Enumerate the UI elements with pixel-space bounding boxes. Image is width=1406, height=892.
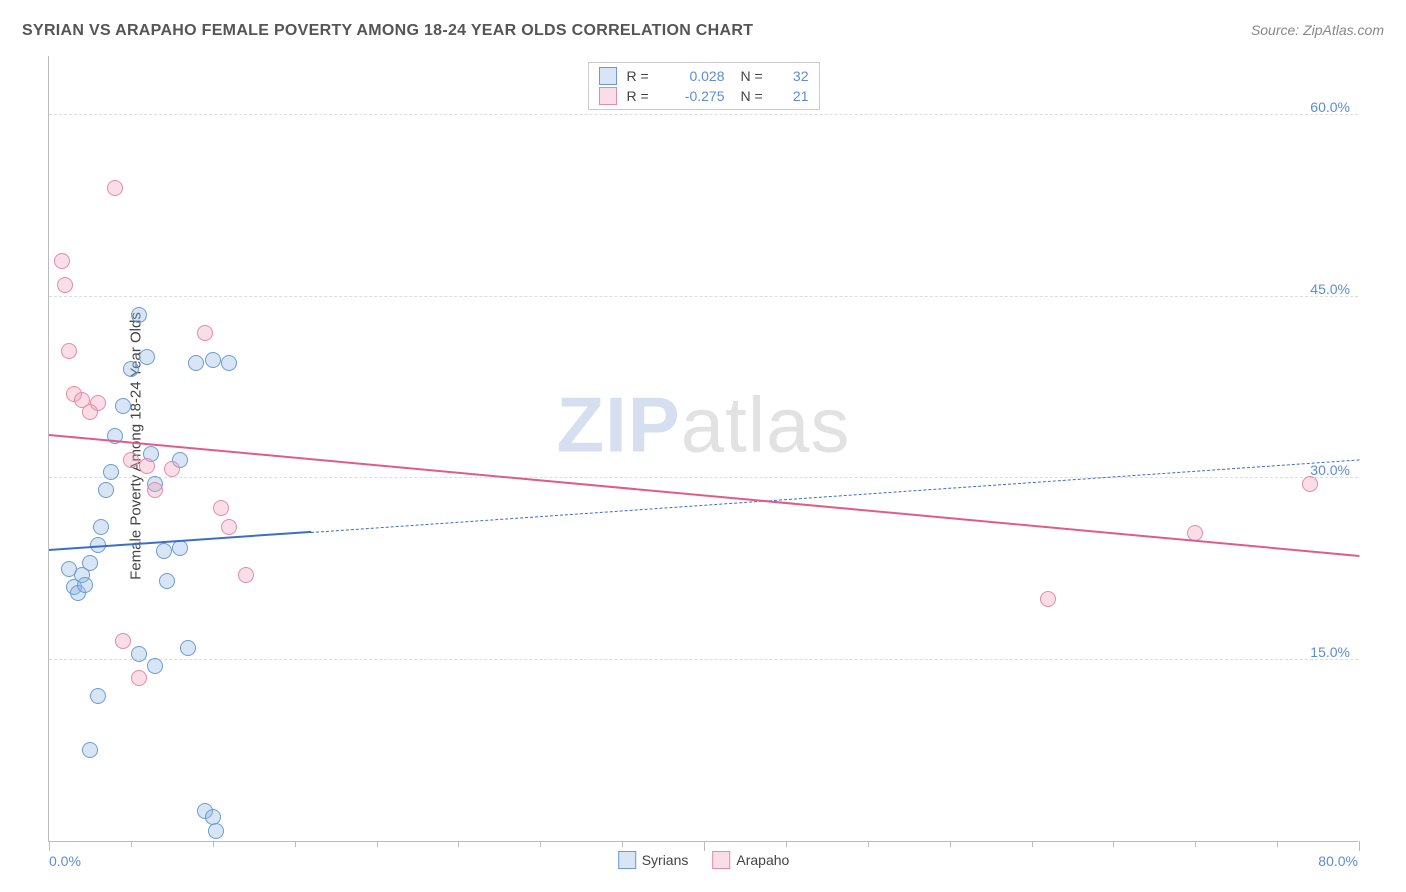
trend-line [311,459,1359,533]
gridline [49,659,1358,660]
y-tick-label: 30.0% [1310,462,1350,478]
legend-row-syrians: R = 0.028 N = 32 [599,67,809,85]
scatter-point [93,519,109,535]
scatter-point [139,349,155,365]
scatter-point [205,352,221,368]
scatter-point [1187,525,1203,541]
scatter-point [82,555,98,571]
x-tick [213,841,214,847]
scatter-point [208,823,224,839]
x-axis-label: 0.0% [49,853,81,869]
watermark: ZIPatlas [556,379,850,470]
correlation-legend: R = 0.028 N = 32 R = -0.275 N = 21 [588,62,820,110]
scatter-point [123,361,139,377]
scatter-point [90,395,106,411]
swatch-syrians [599,67,617,85]
x-tick [377,841,378,847]
scatter-point [213,500,229,516]
scatter-point [115,398,131,414]
scatter-point [159,573,175,589]
scatter-point [123,452,139,468]
y-tick-label: 45.0% [1310,281,1350,297]
scatter-point [221,519,237,535]
gridline [49,477,1358,478]
scatter-point [147,482,163,498]
x-tick [1032,841,1033,847]
x-tick [295,841,296,847]
x-tick-major [1359,841,1360,851]
scatter-point [103,464,119,480]
scatter-point [57,277,73,293]
x-tick [131,841,132,847]
scatter-point [238,567,254,583]
scatter-point [164,461,180,477]
series-legend: Syrians Arapaho [618,851,790,869]
scatter-point [131,670,147,686]
swatch-arapaho [599,87,617,105]
x-tick [622,841,623,847]
x-tick [1113,841,1114,847]
x-tick [786,841,787,847]
x-tick [1195,841,1196,847]
x-tick-major [704,841,705,851]
scatter-point [172,540,188,556]
y-tick-label: 60.0% [1310,99,1350,115]
chart-plot-area: ZIPatlas R = 0.028 N = 32 R = -0.275 N =… [48,56,1358,842]
scatter-point [156,543,172,559]
y-tick-label: 15.0% [1310,644,1350,660]
scatter-point [180,640,196,656]
scatter-point [107,180,123,196]
chart-title: SYRIAN VS ARAPAHO FEMALE POVERTY AMONG 1… [22,22,753,40]
scatter-point [197,325,213,341]
scatter-point [77,577,93,593]
scatter-point [1040,591,1056,607]
scatter-point [54,253,70,269]
scatter-point [115,633,131,649]
x-tick [1277,841,1278,847]
x-tick [868,841,869,847]
scatter-point [131,646,147,662]
scatter-point [61,343,77,359]
gridline [49,114,1358,115]
scatter-point [147,658,163,674]
legend-swatch [618,851,636,869]
legend-item: Arapaho [712,851,789,869]
scatter-point [1302,476,1318,492]
x-tick [458,841,459,847]
x-tick [540,841,541,847]
source-attribution: Source: ZipAtlas.com [1251,22,1384,38]
trend-line [49,434,1359,557]
legend-swatch [712,851,730,869]
scatter-point [139,458,155,474]
scatter-point [82,742,98,758]
legend-label: Syrians [642,852,689,868]
scatter-point [221,355,237,371]
legend-item: Syrians [618,851,689,869]
x-tick-major [49,841,50,851]
scatter-point [205,809,221,825]
legend-row-arapaho: R = -0.275 N = 21 [599,87,809,105]
x-axis-label: 80.0% [1318,853,1358,869]
scatter-point [188,355,204,371]
scatter-point [90,688,106,704]
x-tick [950,841,951,847]
gridline [49,296,1358,297]
legend-label: Arapaho [736,852,789,868]
scatter-point [98,482,114,498]
scatter-point [131,307,147,323]
